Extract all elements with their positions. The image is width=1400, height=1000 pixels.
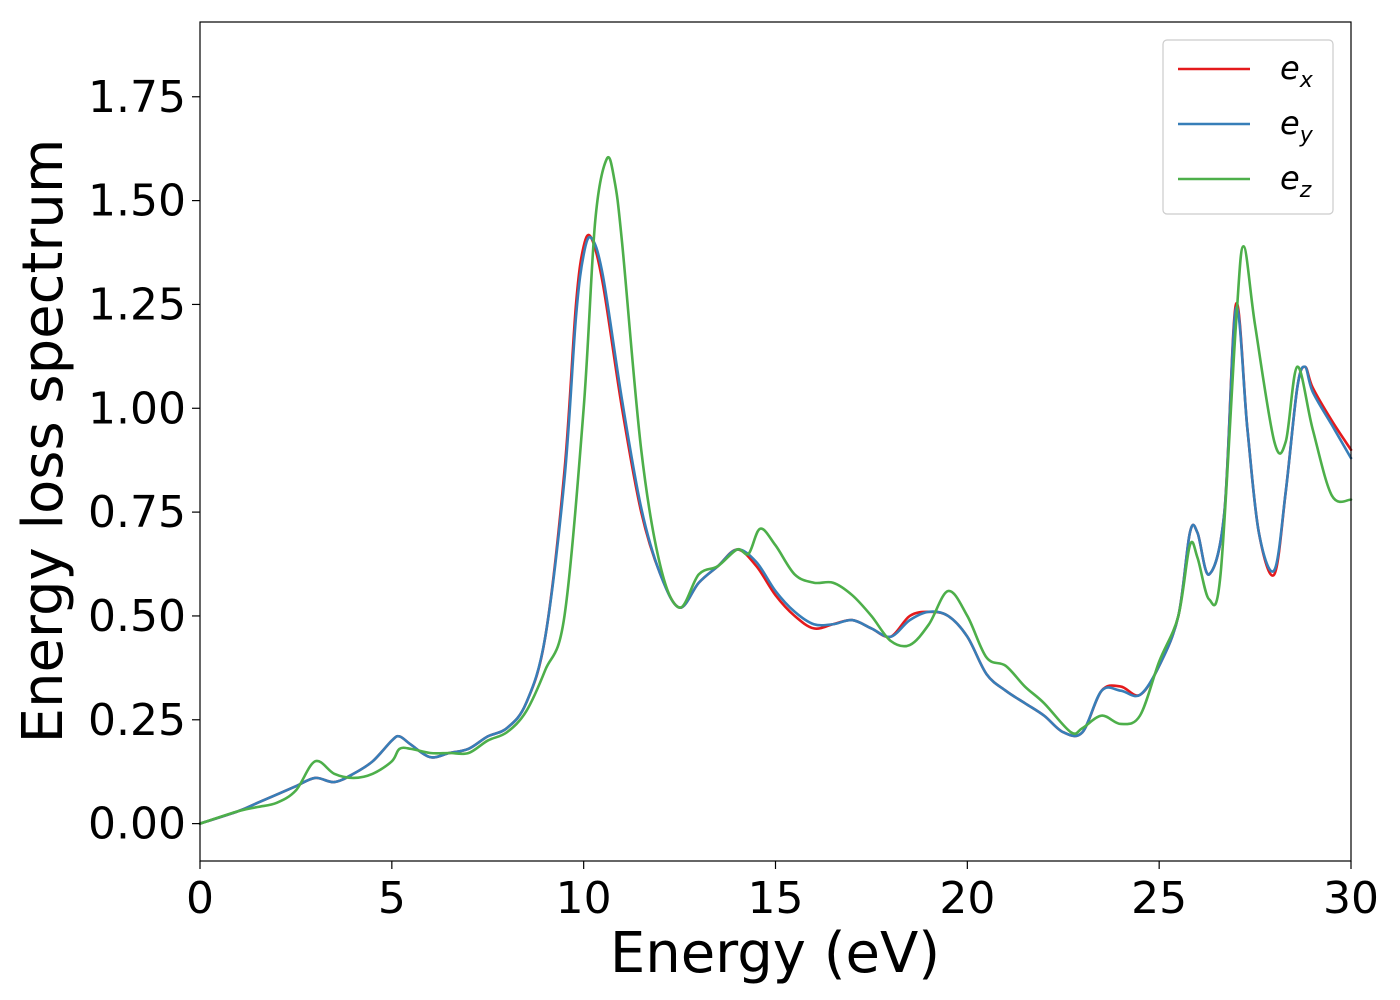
legend-label-base: e bbox=[1280, 159, 1300, 197]
y-axis-ticks: 0.00 0.25 0.50 0.75 1.00 1.25 1.50 1.75 bbox=[88, 72, 200, 850]
y-tick-label: 0.75 bbox=[88, 487, 186, 538]
plot-background bbox=[200, 22, 1351, 861]
legend-label-x: ex bbox=[1280, 49, 1314, 93]
y-tick-label: 1.00 bbox=[88, 383, 186, 434]
series-layer bbox=[198, 156, 1353, 825]
x-axis-label: Energy (eV) bbox=[610, 921, 940, 986]
legend-label-base: e bbox=[1280, 49, 1300, 87]
y-tick-label: 0.25 bbox=[88, 695, 186, 746]
y-tick-label: 1.75 bbox=[88, 72, 186, 123]
x-tick-label: 30 bbox=[1323, 873, 1379, 924]
legend-label-base: e bbox=[1280, 104, 1300, 142]
y-tick-label: 1.25 bbox=[88, 279, 186, 330]
series-line-z bbox=[198, 156, 1353, 825]
legend-label-y: ey bbox=[1280, 104, 1314, 148]
legend-label-subscript: y bbox=[1299, 123, 1314, 148]
x-tick-label: 25 bbox=[1131, 873, 1187, 924]
y-tick-label: 1.50 bbox=[88, 176, 186, 227]
legend-label-subscript: z bbox=[1299, 178, 1312, 203]
y-axis-label: Energy loss spectrum bbox=[11, 139, 76, 744]
legend-label-subscript: x bbox=[1299, 68, 1314, 93]
legend-box bbox=[1162, 39, 1334, 215]
legend-label-z: ez bbox=[1280, 159, 1312, 203]
x-tick-label: 0 bbox=[186, 873, 214, 924]
x-axis-ticks: 0 5 10 15 20 25 30 bbox=[186, 861, 1379, 924]
x-tick-label: 10 bbox=[556, 873, 612, 924]
y-tick-label: 0.50 bbox=[88, 591, 186, 642]
x-tick-label: 15 bbox=[748, 873, 804, 924]
y-tick-label: 0.00 bbox=[88, 799, 186, 850]
x-tick-label: 20 bbox=[939, 873, 995, 924]
x-tick-label: 5 bbox=[378, 873, 406, 924]
